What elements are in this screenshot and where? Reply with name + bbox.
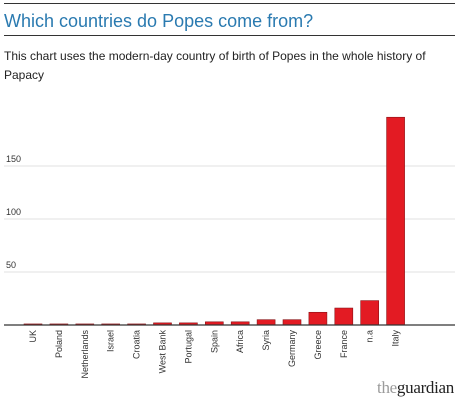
x-tick-label-uk: UK bbox=[28, 330, 38, 343]
x-tick-label-france: France bbox=[339, 330, 349, 358]
x-tick-label-israel: Israel bbox=[106, 330, 116, 352]
bar-france bbox=[334, 307, 354, 326]
x-tick-label-greece: Greece bbox=[313, 330, 323, 360]
x-tick-label-west-bank: West Bank bbox=[158, 330, 168, 374]
bar-greece bbox=[308, 311, 328, 326]
bar-n-a bbox=[360, 300, 380, 326]
bar-germany bbox=[282, 319, 302, 326]
x-tick-label-netherlands: Netherlands bbox=[80, 330, 90, 379]
chart-subtitle: This chart uses the modern-day country o… bbox=[4, 49, 426, 82]
x-tick-label-germany: Germany bbox=[287, 330, 297, 368]
title-rule bbox=[4, 35, 455, 36]
x-tick-label-croatia: Croatia bbox=[132, 330, 142, 359]
chart-title: Which countries do Popes come from? bbox=[4, 11, 314, 31]
top-rule bbox=[4, 3, 455, 4]
y-tick-label-150: 150 bbox=[6, 154, 21, 164]
x-tick-label-italy: Italy bbox=[391, 330, 401, 347]
bar-italy bbox=[386, 116, 405, 326]
x-tick-label-africa: Africa bbox=[235, 330, 245, 353]
x-tick-label-n-a: n.a bbox=[365, 330, 375, 343]
bar-syria bbox=[256, 319, 276, 326]
x-tick-label-syria: Syria bbox=[261, 330, 271, 351]
x-tick-label-poland: Poland bbox=[54, 330, 64, 358]
x-tick-label-spain: Spain bbox=[209, 330, 219, 353]
y-tick-label-50: 50 bbox=[6, 260, 16, 270]
y-tick-label-100: 100 bbox=[6, 207, 21, 217]
guardian-logo: theguardian bbox=[377, 378, 454, 397]
x-tick-label-portugal: Portugal bbox=[183, 330, 193, 364]
